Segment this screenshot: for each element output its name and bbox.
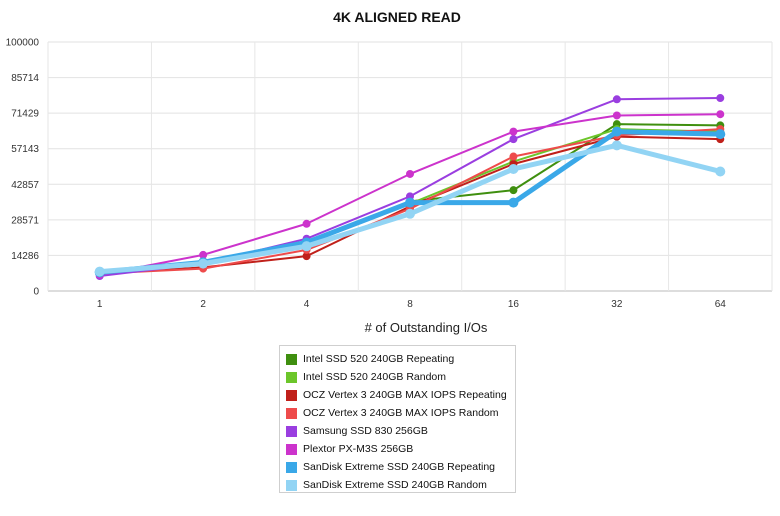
legend-swatch xyxy=(286,389,297,401)
legend-swatch xyxy=(286,479,297,491)
y-tick-label: 14286 xyxy=(11,251,39,262)
x-tick-label: 64 xyxy=(715,299,727,310)
series-sandisk-extreme-ssd-240gb-random xyxy=(94,140,726,277)
legend-label: Plextor PX-M3S 256GB xyxy=(303,443,414,455)
data-point xyxy=(302,219,311,228)
data-point xyxy=(715,129,726,140)
grid xyxy=(47,41,773,292)
legend-label: SanDisk Extreme SSD 240GB Repeating xyxy=(303,461,496,473)
data-point xyxy=(199,250,208,259)
data-point xyxy=(509,152,518,161)
data-point xyxy=(716,94,725,103)
y-tick-label: 28571 xyxy=(11,215,39,226)
x-tick-label: 4 xyxy=(304,299,310,310)
legend-label: Samsung SSD 830 256GB xyxy=(303,425,428,437)
legend-swatch xyxy=(286,371,297,383)
data-point xyxy=(405,197,415,208)
data-point xyxy=(509,135,518,144)
legend-swatch xyxy=(286,443,297,455)
legend-item: OCZ Vertex 3 240GB MAX IOPS Random xyxy=(286,404,509,422)
data-point xyxy=(612,95,621,104)
legend-swatch xyxy=(286,407,297,419)
data-point xyxy=(508,197,519,208)
data-point xyxy=(405,208,415,219)
y-axis: 0 14286 28571 42857 57143 71429 85714 100000 xyxy=(6,38,40,298)
data-point xyxy=(509,127,518,136)
legend-item: Intel SSD 520 240GB Random xyxy=(286,368,509,386)
series-samsung-ssd-830-256gb xyxy=(95,94,725,281)
chart-title: 4K ALIGNED READ xyxy=(333,9,461,25)
data-point xyxy=(406,169,414,178)
data-point xyxy=(611,140,622,151)
legend-item: SanDisk Extreme SSD 240GB Random xyxy=(286,476,509,494)
y-tick-label: 42857 xyxy=(11,180,39,191)
data-point xyxy=(302,252,311,261)
y-tick-label: 0 xyxy=(33,287,39,298)
data-point xyxy=(198,258,209,269)
legend-label: Intel SSD 520 240GB Random xyxy=(303,371,447,383)
legend-swatch xyxy=(286,353,297,365)
data-point xyxy=(509,186,518,195)
x-tick-label: 32 xyxy=(611,299,623,310)
data-point xyxy=(301,241,312,252)
x-axis-label: # of Outstanding I/Os xyxy=(365,320,488,335)
x-tick-label: 1 xyxy=(97,299,103,310)
y-tick-label: 71429 xyxy=(11,109,39,120)
y-tick-label: 85714 xyxy=(11,73,39,84)
legend-item: OCZ Vertex 3 240GB MAX IOPS Repeating xyxy=(286,386,509,404)
legend-label: OCZ Vertex 3 240GB MAX IOPS Repeating xyxy=(303,389,507,401)
legend-label: SanDisk Extreme SSD 240GB Random xyxy=(303,479,487,491)
legend-swatch xyxy=(286,425,297,437)
y-tick-label: 57143 xyxy=(11,144,39,155)
x-tick-label: 2 xyxy=(200,299,206,310)
data-point xyxy=(508,163,519,174)
data-point xyxy=(612,111,621,120)
data-point xyxy=(716,110,725,119)
legend-item: Intel SSD 520 240GB Repeating xyxy=(286,350,509,368)
data-point xyxy=(94,266,105,277)
legend-label: Intel SSD 520 240GB Repeating xyxy=(303,353,455,365)
data-point xyxy=(715,166,726,177)
legend-label: OCZ Vertex 3 240GB MAX IOPS Random xyxy=(303,407,499,419)
legend-item: Plextor PX-M3S 256GB xyxy=(286,440,509,458)
y-tick-label: 100000 xyxy=(6,38,40,49)
legend-swatch xyxy=(286,461,297,473)
x-tick-label: 8 xyxy=(407,299,413,310)
legend: Intel SSD 520 240GB Repeating Intel SSD 5… xyxy=(279,345,516,493)
data-point xyxy=(611,126,622,137)
legend-item: SanDisk Extreme SSD 240GB Repeating xyxy=(286,458,509,476)
x-axis: 1 2 4 8 16 32 64 xyxy=(97,299,726,310)
legend-item: Samsung SSD 830 256GB xyxy=(286,422,509,440)
x-tick-label: 16 xyxy=(508,299,520,310)
series-group xyxy=(94,94,726,281)
